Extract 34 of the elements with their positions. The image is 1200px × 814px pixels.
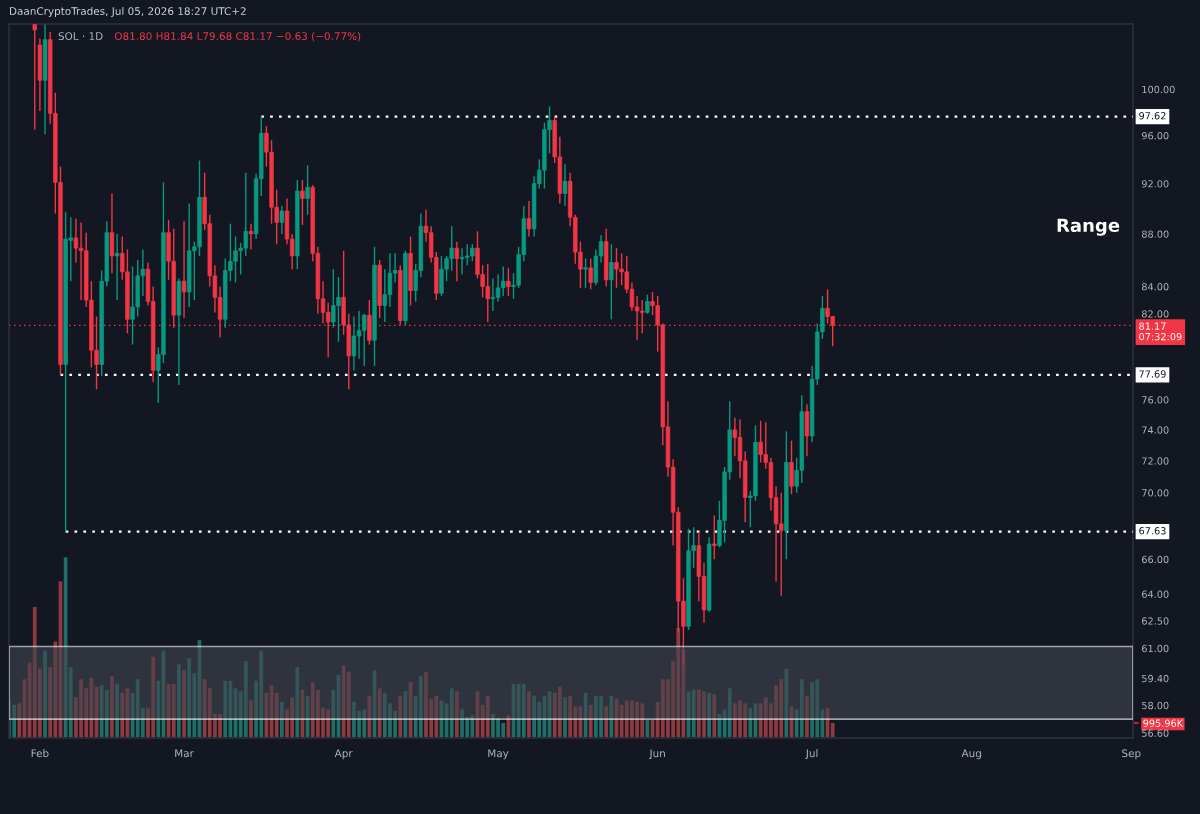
y-tick-label: 96.00 — [1141, 132, 1169, 140]
y-tick-label: 64.00 — [1142, 590, 1169, 598]
text: O81.80 H81.84 L79.68 C81.17 −0.63 (−0.77%) — [114, 31, 361, 42]
data-label: 77.69 — [1139, 370, 1166, 378]
y-tick-label: 88.00 — [1141, 230, 1169, 238]
y-tick-label: 56.60 — [1142, 729, 1169, 737]
data-label: 67.63 — [1139, 527, 1166, 535]
x-tick-label: Sep — [1122, 749, 1141, 760]
y-tick-label: 59.40 — [1142, 674, 1169, 683]
y-tick-label: 58.00 — [1142, 701, 1169, 710]
y-tick-label: 62.50 — [1142, 617, 1169, 625]
annotation: Range — [1057, 218, 1120, 236]
x-tick-label: Mar — [175, 749, 194, 758]
y-tick-label: 61.00 — [1142, 644, 1169, 653]
x-tick-label: Aug — [961, 749, 981, 760]
y-tick-label: 74.00 — [1142, 426, 1169, 434]
y-tick-label: 76.00 — [1142, 396, 1169, 404]
x-tick-label: Apr — [334, 749, 353, 760]
y-tick-label: 66.00 — [1142, 555, 1169, 564]
x-tick-label: Feb — [31, 749, 49, 758]
text: DaanCryptoTrades, Jul 05, 2026 18:27 UTC+2 — [10, 6, 246, 18]
x-tick-label: May — [488, 749, 509, 760]
y-tick-label: 70.00 — [1142, 489, 1169, 497]
y-tick-label: 72.00 — [1142, 457, 1169, 465]
y-tick-label: 82.00 — [1141, 310, 1169, 318]
x-tick-label: Jul — [805, 749, 818, 760]
y-tick-label: 92.00 — [1141, 180, 1169, 188]
data-label: 97.62 — [1139, 112, 1166, 120]
y-tick-label: 84.00 — [1141, 283, 1169, 291]
text: SOL · 1D — [58, 32, 103, 41]
y2-tick-label: 995.96K — [1143, 719, 1184, 727]
y-tick-label: 100.00 — [1142, 85, 1175, 94]
ref-line-label: 81.17 07:32:09 — [1139, 322, 1182, 341]
x-tick-label: Jun — [648, 749, 665, 760]
